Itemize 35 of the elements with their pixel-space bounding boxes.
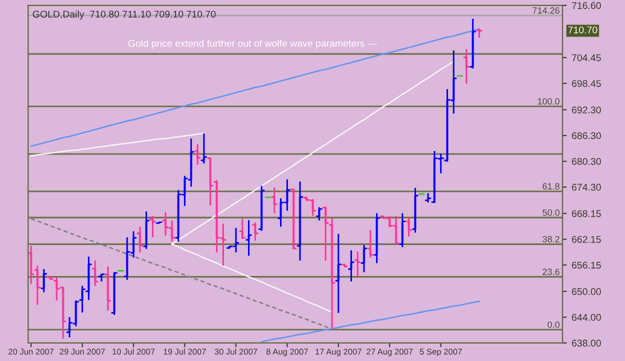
annotation: 0.0 <box>548 321 560 328</box>
annotation: 50.0 <box>542 209 560 216</box>
x-tick-label: 20 Jun 2007 <box>8 348 54 355</box>
text: 710.70 <box>568 26 598 34</box>
y-tick-label: 698.45 <box>572 80 601 87</box>
line-series <box>30 28 480 147</box>
line-series <box>30 132 205 156</box>
annotation: Gold price extend further out of wolfe wave parameters --- <box>128 40 377 49</box>
x-tick-label: 27 Aug 2007 <box>366 348 413 356</box>
annotation: 100.0 <box>538 98 560 105</box>
ref-line-label: 714.26 <box>532 7 560 14</box>
x-tick-label: 5 Sep 2007 <box>420 348 462 356</box>
y-tick-label: 704.45 <box>572 54 601 62</box>
line-series <box>260 300 480 342</box>
y-tick-label: 638.00 <box>572 340 601 347</box>
x-tick-label: 17 Aug 2007 <box>316 348 362 356</box>
x-tick-label: 10 Jul 2007 <box>112 348 155 355</box>
annotation: 61.8 <box>542 183 560 190</box>
x-tick-label: 30 Jul 2007 <box>214 348 258 355</box>
y-tick-label: 656.15 <box>572 262 601 269</box>
annotation: 23.6 <box>542 268 560 276</box>
y-tick-label: 644.00 <box>572 314 601 321</box>
y-tick-label: 686.30 <box>572 132 601 140</box>
y-tick-label: 692.30 <box>572 106 601 114</box>
x-tick-label: 8 Aug 2007 <box>266 348 308 356</box>
y-tick-label: 674.30 <box>572 184 601 191</box>
y-tick-label: 680.30 <box>572 158 601 165</box>
y-tick-label: 662.15 <box>572 236 601 243</box>
y-tick-label: 668.15 <box>572 210 601 218</box>
y-tick-label: 716.60 <box>572 2 601 10</box>
y-tick-label: 650.00 <box>572 288 601 296</box>
x-tick-label: 19 Jul 2007 <box>164 348 206 355</box>
annotation: 38.2 <box>542 236 560 242</box>
x-tick-label: 29 Jun 2007 <box>60 348 105 355</box>
chart-title: GOLD,Daily 710.80 711.10 709.10 710.70 <box>32 10 216 20</box>
